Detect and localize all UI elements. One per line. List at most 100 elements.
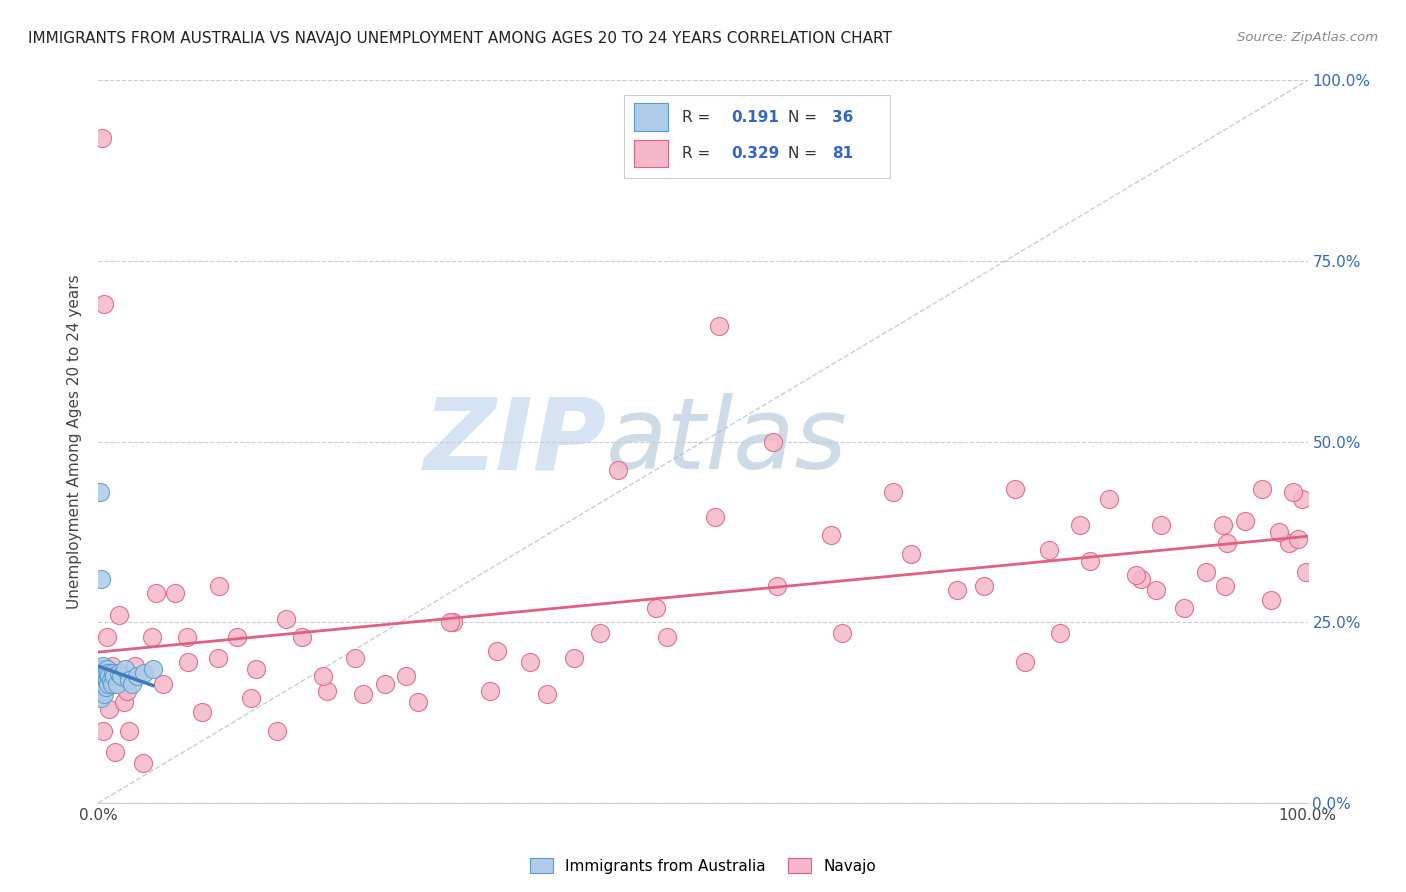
Point	[1233, 514, 1256, 528]
Point	[1049, 626, 1071, 640]
Point	[177, 655, 200, 669]
Point	[98, 669, 121, 683]
Point	[1129, 572, 1152, 586]
Point	[239, 691, 262, 706]
Point	[266, 723, 288, 738]
Point	[519, 655, 541, 669]
Point	[536, 687, 558, 701]
Point	[1250, 482, 1272, 496]
Point	[245, 662, 267, 676]
Point	[91, 683, 114, 698]
Point	[91, 658, 114, 673]
Point	[93, 297, 115, 311]
Point	[97, 676, 120, 690]
Point	[96, 630, 118, 644]
Point	[91, 723, 114, 738]
Text: R =: R =	[682, 110, 716, 125]
Point	[105, 676, 128, 690]
Point	[1286, 532, 1309, 546]
Point	[1150, 517, 1173, 532]
Text: 0.329: 0.329	[731, 146, 779, 161]
Point	[1267, 524, 1289, 539]
Point	[312, 669, 335, 683]
Point	[900, 547, 922, 561]
Text: 0.191: 0.191	[731, 110, 779, 125]
Point	[110, 669, 132, 683]
Text: R =: R =	[682, 146, 716, 161]
Text: IMMIGRANTS FROM AUSTRALIA VS NAVAJO UNEMPLOYMENT AMONG AGES 20 TO 24 YEARS CORRE: IMMIGRANTS FROM AUSTRALIA VS NAVAJO UNEM…	[28, 31, 891, 46]
Point	[91, 131, 114, 145]
Point	[831, 626, 853, 640]
Point	[98, 702, 121, 716]
Point	[121, 676, 143, 690]
Point	[94, 680, 117, 694]
Point	[104, 745, 127, 759]
Point	[607, 463, 630, 477]
Point	[90, 676, 112, 690]
Point	[100, 676, 122, 690]
Point	[93, 669, 115, 683]
Point	[112, 695, 135, 709]
Text: ZIP: ZIP	[423, 393, 606, 490]
Point	[1215, 535, 1237, 549]
Text: 36: 36	[832, 110, 853, 125]
Text: 81: 81	[832, 146, 853, 161]
Point	[1195, 565, 1218, 579]
Point	[118, 673, 141, 687]
Point	[118, 723, 141, 738]
Text: N =: N =	[787, 110, 821, 125]
Point	[89, 683, 111, 698]
Point	[374, 676, 396, 690]
Point	[97, 665, 120, 680]
Point	[946, 582, 969, 597]
Point	[90, 662, 112, 676]
FancyBboxPatch shape	[624, 95, 890, 178]
Point	[152, 676, 174, 690]
Point	[316, 683, 339, 698]
Point	[100, 658, 122, 673]
Point	[1078, 554, 1101, 568]
Point	[765, 579, 787, 593]
Point	[93, 676, 115, 690]
Point	[479, 683, 502, 698]
Point	[145, 586, 167, 600]
Point	[127, 669, 149, 683]
Point	[89, 485, 111, 500]
Point	[91, 669, 114, 683]
Point	[142, 662, 165, 676]
Point	[1146, 582, 1168, 597]
Point	[90, 691, 112, 706]
Point	[762, 434, 785, 449]
Point	[91, 680, 114, 694]
Point	[589, 626, 612, 640]
Point	[208, 579, 231, 593]
Point	[226, 630, 249, 644]
Y-axis label: Unemployment Among Ages 20 to 24 years: Unemployment Among Ages 20 to 24 years	[67, 274, 83, 609]
FancyBboxPatch shape	[634, 103, 668, 131]
Point	[562, 651, 585, 665]
Point	[394, 669, 416, 683]
Point	[1098, 492, 1121, 507]
Text: Source: ZipAtlas.com: Source: ZipAtlas.com	[1237, 31, 1378, 45]
Point	[820, 528, 842, 542]
Point	[1278, 535, 1301, 549]
FancyBboxPatch shape	[634, 139, 668, 167]
Point	[1173, 600, 1195, 615]
Point	[1069, 517, 1091, 532]
Point	[1291, 492, 1313, 507]
Point	[1004, 482, 1026, 496]
Point	[290, 630, 312, 644]
Point	[406, 695, 429, 709]
Point	[134, 665, 156, 680]
Point	[103, 669, 125, 683]
Legend: Immigrants from Australia, Navajo: Immigrants from Australia, Navajo	[523, 852, 883, 880]
Point	[707, 318, 730, 333]
Point	[1212, 517, 1234, 532]
Point	[274, 611, 297, 625]
Point	[1215, 579, 1237, 593]
Point	[655, 630, 678, 644]
Point	[486, 644, 509, 658]
Point	[117, 683, 139, 698]
Point	[882, 485, 904, 500]
Point	[89, 669, 111, 683]
